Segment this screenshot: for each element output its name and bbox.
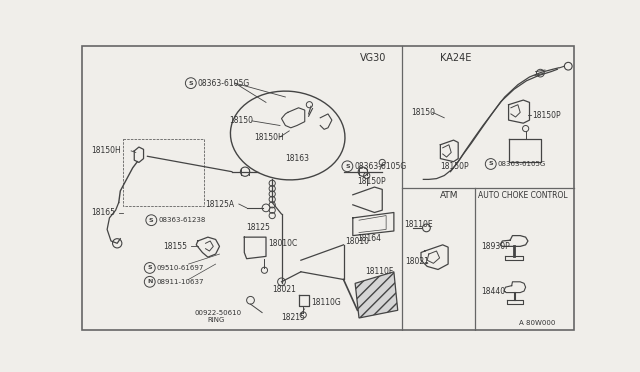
Text: 18125A: 18125A [205,199,235,209]
Text: S: S [149,218,154,223]
Text: 18010: 18010 [345,237,369,246]
Text: 18021: 18021 [272,285,296,294]
Text: 18150: 18150 [411,108,435,117]
Text: 18165: 18165 [92,208,116,217]
Text: 18440: 18440 [481,286,506,295]
Text: 18164: 18164 [358,234,381,243]
Text: VG30: VG30 [360,53,386,63]
Text: ATM: ATM [440,191,459,200]
Text: 18150P: 18150P [358,177,386,186]
Text: KA24E: KA24E [440,53,472,63]
Text: 18110E: 18110E [404,220,433,229]
Text: S: S [488,161,493,167]
Text: 18010C: 18010C [268,239,298,248]
Text: 18150P: 18150P [440,162,469,171]
Text: RING: RING [208,317,225,323]
Polygon shape [355,272,397,318]
Text: 18930P: 18930P [481,242,510,251]
Text: 18110F: 18110F [365,267,394,276]
Text: 08363-61238: 08363-61238 [158,217,205,223]
Text: 18155: 18155 [164,242,188,251]
Circle shape [536,69,544,77]
Text: AUTO CHOKE CONTROL: AUTO CHOKE CONTROL [478,191,568,200]
Text: A 80W000: A 80W000 [519,320,556,326]
Text: 18150H: 18150H [92,147,122,155]
Text: 18021: 18021 [406,257,429,266]
Text: 08363-6105G: 08363-6105G [355,162,406,171]
Text: 18150P: 18150P [532,111,561,120]
Text: N: N [147,279,152,284]
Text: 08911-10637: 08911-10637 [157,279,204,285]
Text: S: S [189,81,193,86]
Text: 18125: 18125 [246,222,271,232]
Text: S: S [345,164,349,169]
Text: 18150: 18150 [230,116,253,125]
Text: 09510-61697: 09510-61697 [157,265,204,271]
Text: 00922-50610: 00922-50610 [195,310,242,315]
Text: 08363-6105G: 08363-6105G [198,78,250,88]
Text: 18215: 18215 [282,314,305,323]
Text: 18110G: 18110G [311,298,340,307]
Text: 08363-6105G: 08363-6105G [498,161,546,167]
Text: 18150H: 18150H [254,132,284,141]
Text: 18163: 18163 [285,154,309,163]
Text: S: S [147,266,152,270]
